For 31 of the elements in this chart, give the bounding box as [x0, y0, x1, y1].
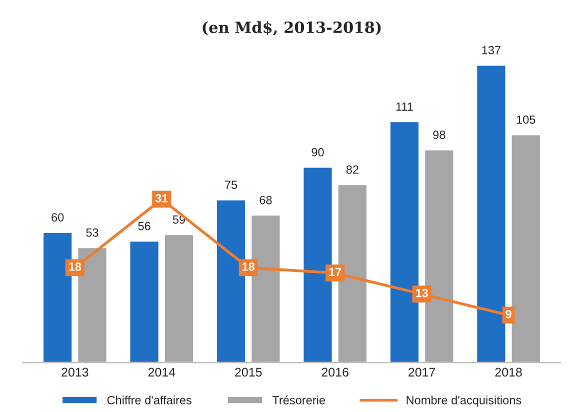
data-label: 18 [69, 262, 82, 271]
data-label: 56 [138, 222, 150, 230]
x-tick-label: 2018 [495, 368, 522, 377]
bar [476, 64, 507, 363]
bar [164, 234, 194, 363]
data-label: 75 [225, 180, 238, 189]
legend-label: Nombre d'acquisitions [406, 396, 522, 407]
data-label: 137 [482, 46, 500, 54]
data-label: 68 [260, 196, 272, 204]
x-tick-label: 2014 [148, 368, 176, 377]
data-label: 98 [433, 130, 446, 140]
x-tick-label: 2016 [322, 368, 348, 377]
data-label: 111 [396, 102, 413, 111]
data-label: 82 [346, 165, 358, 174]
data-label: 9 [506, 310, 512, 318]
x-tick-label: 2013 [62, 368, 88, 377]
x-tick-label: 2015 [235, 368, 262, 377]
data-label: 105 [516, 115, 536, 124]
data-label: 13 [416, 288, 428, 298]
data-label: 60 [52, 213, 64, 222]
x-tick-label: 2017 [408, 368, 436, 377]
data-label: 17 [329, 268, 342, 276]
bar [510, 134, 542, 363]
legend-label: Chiffre d'affaires [107, 396, 192, 404]
data-label: 18 [242, 262, 255, 271]
data-label: 31 [155, 194, 168, 202]
data-label: 53 [86, 228, 98, 237]
legend-label: Trésorerie [272, 396, 326, 404]
bar [128, 240, 160, 363]
data-label: 90 [312, 148, 324, 156]
chart-title: (en Md$, 2013-2018) [202, 21, 381, 36]
